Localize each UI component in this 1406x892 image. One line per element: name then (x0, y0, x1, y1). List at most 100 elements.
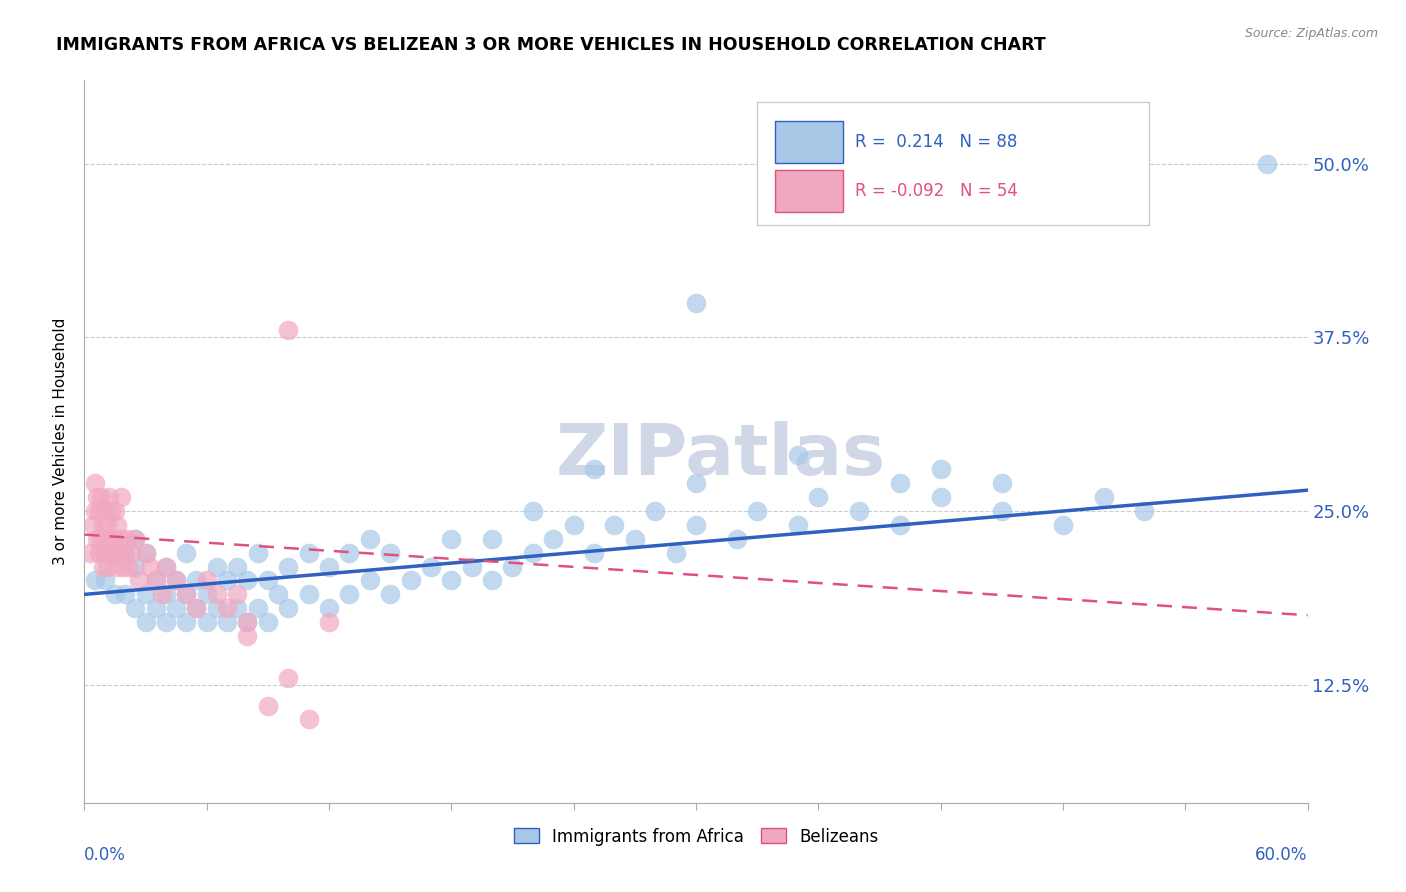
Point (583, 546, 606, 560)
Point (186, 601, 208, 615)
Point (747, 504, 769, 518)
Point (138, 559, 160, 574)
Point (236, 574, 259, 588)
Bar (776, 121, 842, 163)
Point (96, 559, 118, 574)
Point (186, 574, 208, 588)
Point (522, 546, 544, 560)
Point (205, 559, 228, 574)
Point (257, 698, 280, 713)
Point (110, 532, 132, 546)
Point (522, 504, 544, 518)
Point (124, 532, 146, 546)
Text: Source: ZipAtlas.com: Source: ZipAtlas.com (1244, 27, 1378, 40)
Point (725, 532, 748, 546)
Point (79, 546, 101, 560)
Point (298, 587, 321, 601)
Point (848, 504, 870, 518)
Point (298, 546, 321, 560)
Point (205, 601, 228, 615)
Point (339, 587, 361, 601)
Point (145, 574, 167, 588)
Point (991, 504, 1014, 518)
Point (104, 546, 127, 560)
Point (991, 476, 1014, 491)
Point (114, 587, 136, 601)
Point (603, 517, 626, 532)
Point (155, 559, 177, 574)
Point (1133, 504, 1156, 518)
Text: R = -0.092   N = 54: R = -0.092 N = 54 (855, 182, 1018, 200)
Point (339, 546, 361, 560)
Point (135, 615, 157, 630)
Point (93, 574, 115, 588)
Point (124, 532, 146, 546)
Point (543, 532, 565, 546)
Point (217, 615, 239, 630)
Point (124, 559, 146, 574)
Point (135, 546, 157, 560)
Point (685, 476, 707, 491)
Point (277, 559, 299, 574)
Point (787, 449, 810, 463)
Point (87, 504, 110, 518)
Point (359, 574, 381, 588)
Point (145, 574, 167, 588)
Point (82, 517, 104, 532)
Bar (758, 102, 1149, 225)
Point (257, 574, 280, 588)
Point (1256, 156, 1278, 170)
Point (108, 546, 131, 560)
Point (174, 587, 197, 601)
Point (236, 629, 259, 643)
Y-axis label: 3 or more Vehicles in Household: 3 or more Vehicles in Household (53, 318, 69, 566)
Point (644, 504, 666, 518)
Point (217, 601, 239, 615)
Text: R =  0.214   N = 88: R = 0.214 N = 88 (855, 134, 1018, 152)
Point (114, 546, 136, 560)
Point (93, 504, 115, 518)
Text: 60.0%: 60.0% (1256, 847, 1308, 864)
Point (807, 490, 830, 504)
Point (135, 587, 157, 601)
Point (87, 546, 110, 560)
Point (100, 546, 122, 560)
Point (150, 587, 173, 601)
Point (105, 517, 128, 532)
Point (318, 615, 340, 630)
Point (359, 532, 381, 546)
Point (236, 615, 259, 630)
Point (267, 587, 290, 601)
Text: IMMIGRANTS FROM AFRICA VS BELIZEAN 3 OR MORE VEHICLES IN HOUSEHOLD CORRELATION C: IMMIGRANTS FROM AFRICA VS BELIZEAN 3 OR … (56, 36, 1046, 54)
Point (96, 517, 118, 532)
Point (128, 574, 150, 588)
Point (226, 601, 249, 615)
Point (277, 601, 299, 615)
Point (165, 574, 187, 588)
Point (135, 546, 157, 560)
Point (100, 504, 122, 518)
Point (236, 615, 259, 630)
Point (83, 504, 105, 518)
Point (90, 532, 112, 546)
Point (226, 559, 249, 574)
Point (124, 601, 146, 615)
Point (118, 559, 141, 574)
Text: ZIPatlas: ZIPatlas (555, 422, 886, 491)
Point (86, 532, 108, 546)
Point (83, 574, 105, 588)
Point (461, 559, 484, 574)
Point (246, 546, 269, 560)
Point (481, 532, 503, 546)
Point (91, 559, 114, 574)
Point (101, 532, 124, 546)
Point (257, 615, 280, 630)
Point (399, 574, 422, 588)
Point (277, 671, 299, 685)
Point (246, 601, 269, 615)
Point (624, 532, 647, 546)
Point (440, 574, 463, 588)
Point (97, 490, 120, 504)
Legend: Immigrants from Africa, Belizeans: Immigrants from Africa, Belizeans (508, 821, 884, 852)
Point (165, 601, 187, 615)
